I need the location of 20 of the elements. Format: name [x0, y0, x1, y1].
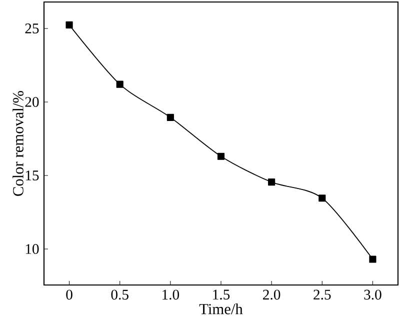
x-tick-label: 1.5	[213, 290, 230, 300]
x-tick-label: 0	[66, 290, 72, 300]
point	[66, 21, 73, 28]
y-tick-label: 20	[25, 97, 39, 107]
y-axis-title: Color removal/%	[12, 90, 24, 196]
y-tick-label: 10	[26, 244, 39, 254]
x-tick-label: 2.0	[263, 290, 280, 300]
point	[166, 114, 174, 121]
point	[116, 80, 124, 88]
point	[217, 152, 225, 160]
x-axis-title: Time/h	[199, 303, 243, 314]
point	[268, 178, 276, 186]
x-tick-label: 3.0	[364, 290, 382, 300]
y-tick-label: 25	[25, 24, 39, 34]
x-tick-label: 2.5	[314, 290, 331, 300]
point	[369, 256, 376, 263]
y-tick-label: 15	[26, 170, 39, 180]
point	[318, 194, 326, 202]
x-tick-label: 0.5	[111, 290, 128, 300]
x-tick-label: 1.0	[162, 290, 180, 300]
